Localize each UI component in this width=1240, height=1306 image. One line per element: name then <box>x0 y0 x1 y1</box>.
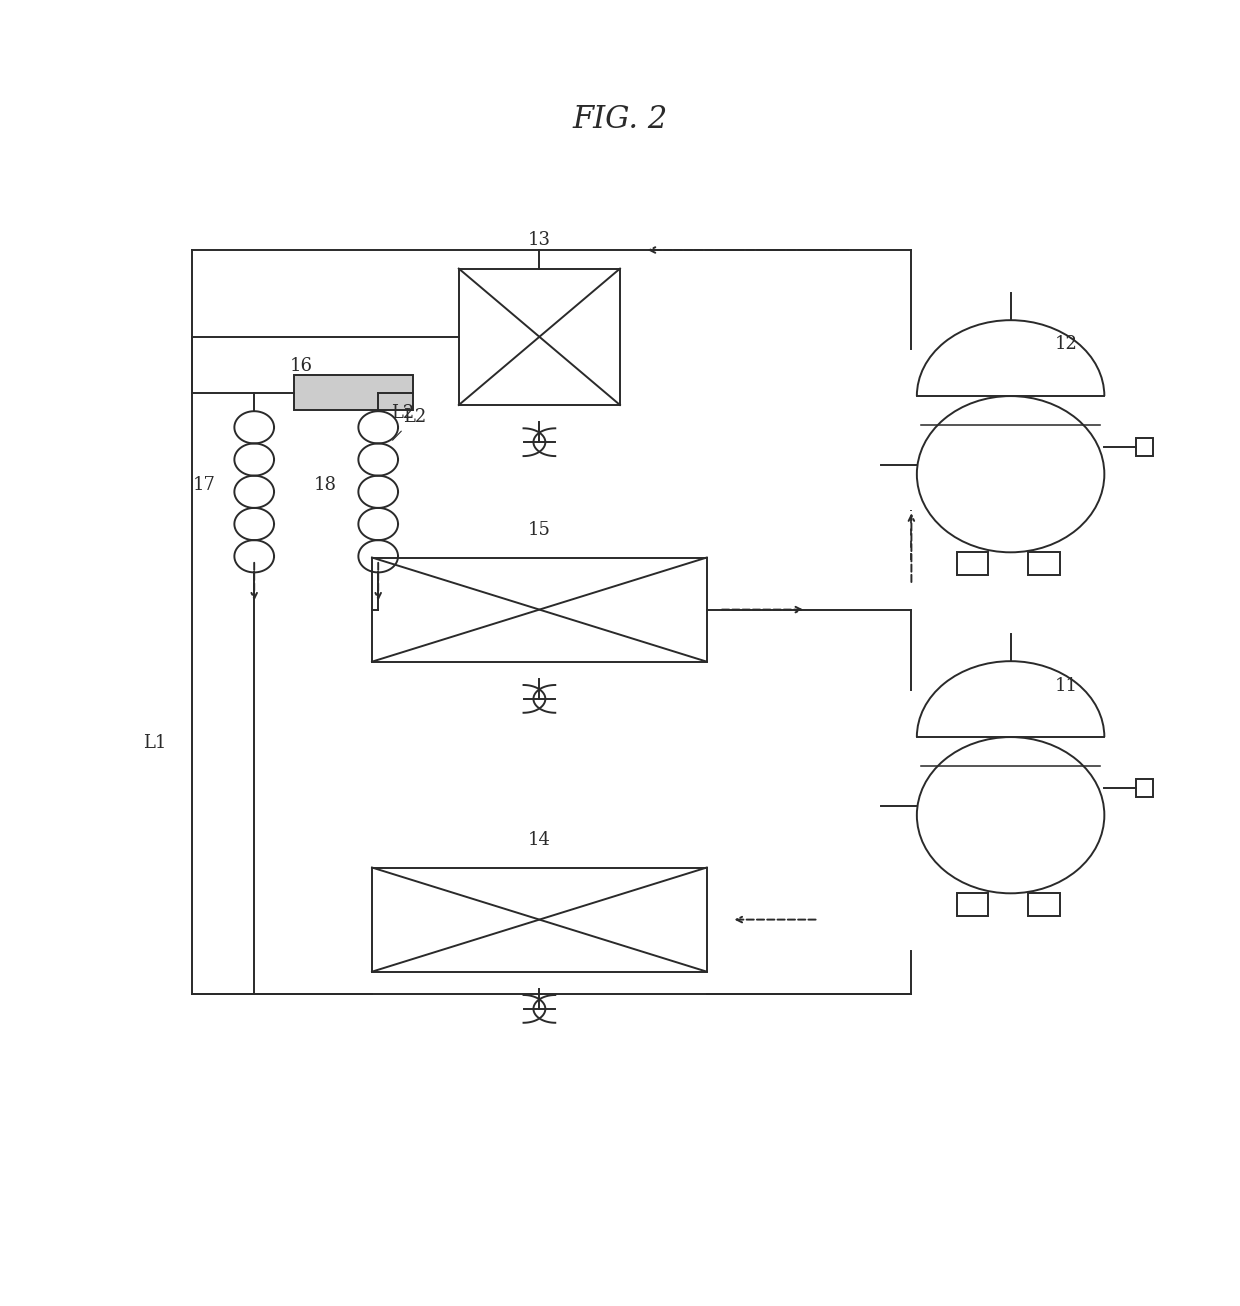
Text: 15: 15 <box>528 521 551 539</box>
Text: 13: 13 <box>528 231 551 248</box>
Text: L1: L1 <box>144 734 166 752</box>
Bar <box>294 375 413 410</box>
Bar <box>1136 439 1153 456</box>
Text: 16: 16 <box>290 358 312 375</box>
Text: 12: 12 <box>1055 334 1078 353</box>
Bar <box>1028 893 1060 916</box>
Text: 11: 11 <box>1055 677 1078 695</box>
Bar <box>957 552 988 575</box>
Text: L2: L2 <box>393 409 427 440</box>
Text: 14: 14 <box>528 831 551 849</box>
Bar <box>957 893 988 916</box>
Bar <box>1136 780 1153 798</box>
Text: L2: L2 <box>392 405 414 422</box>
Text: 17: 17 <box>193 477 216 494</box>
Text: 18: 18 <box>314 477 336 494</box>
Bar <box>459 269 620 405</box>
Text: FIG. 2: FIG. 2 <box>573 104 667 136</box>
Bar <box>372 867 707 972</box>
Bar <box>372 558 707 662</box>
Bar <box>1028 552 1060 575</box>
